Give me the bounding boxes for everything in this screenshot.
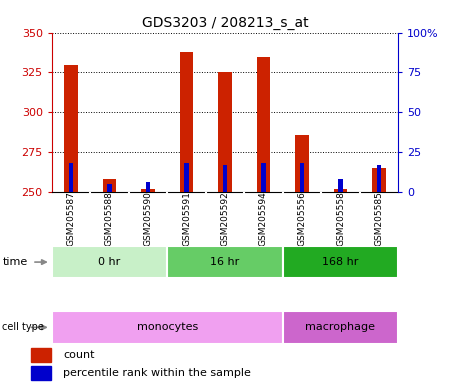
Bar xyxy=(52,246,167,278)
Bar xyxy=(218,73,232,192)
Text: GSM205592: GSM205592 xyxy=(220,192,230,246)
Bar xyxy=(184,163,189,192)
Text: count: count xyxy=(63,350,94,360)
Bar xyxy=(300,163,304,192)
Bar xyxy=(167,246,283,278)
Text: 0 hr: 0 hr xyxy=(99,257,121,267)
Bar xyxy=(372,168,386,192)
Bar xyxy=(31,366,51,380)
Bar xyxy=(295,135,309,192)
Text: percentile rank within the sample: percentile rank within the sample xyxy=(63,368,251,378)
Bar xyxy=(338,179,343,192)
Text: monocytes: monocytes xyxy=(137,322,198,333)
Bar xyxy=(334,189,347,192)
Bar xyxy=(261,163,266,192)
Text: GSM205591: GSM205591 xyxy=(182,192,191,246)
Text: GSM205594: GSM205594 xyxy=(259,192,268,246)
Text: cell type: cell type xyxy=(2,322,44,333)
Bar xyxy=(64,65,78,192)
Bar xyxy=(180,52,193,192)
Text: 16 hr: 16 hr xyxy=(211,257,239,267)
Text: GSM205585: GSM205585 xyxy=(374,192,383,246)
Bar xyxy=(283,246,398,278)
Bar xyxy=(283,311,398,344)
Text: GSM205590: GSM205590 xyxy=(144,192,153,246)
Bar xyxy=(107,184,112,192)
Text: GSM205588: GSM205588 xyxy=(105,192,114,246)
Title: GDS3203 / 208213_s_at: GDS3203 / 208213_s_at xyxy=(142,16,308,30)
Bar xyxy=(141,189,155,192)
Bar xyxy=(69,163,73,192)
Text: GSM205558: GSM205558 xyxy=(336,192,345,246)
Bar xyxy=(257,56,270,192)
Text: macrophage: macrophage xyxy=(306,322,375,333)
Text: GSM205587: GSM205587 xyxy=(67,192,76,246)
Bar xyxy=(31,348,51,362)
Bar xyxy=(223,165,227,192)
Text: GSM205556: GSM205556 xyxy=(297,192,306,246)
Bar xyxy=(146,182,150,192)
Text: time: time xyxy=(2,257,27,267)
Text: 168 hr: 168 hr xyxy=(322,257,359,267)
Bar xyxy=(103,179,116,192)
Bar xyxy=(52,311,283,344)
Bar xyxy=(377,165,381,192)
